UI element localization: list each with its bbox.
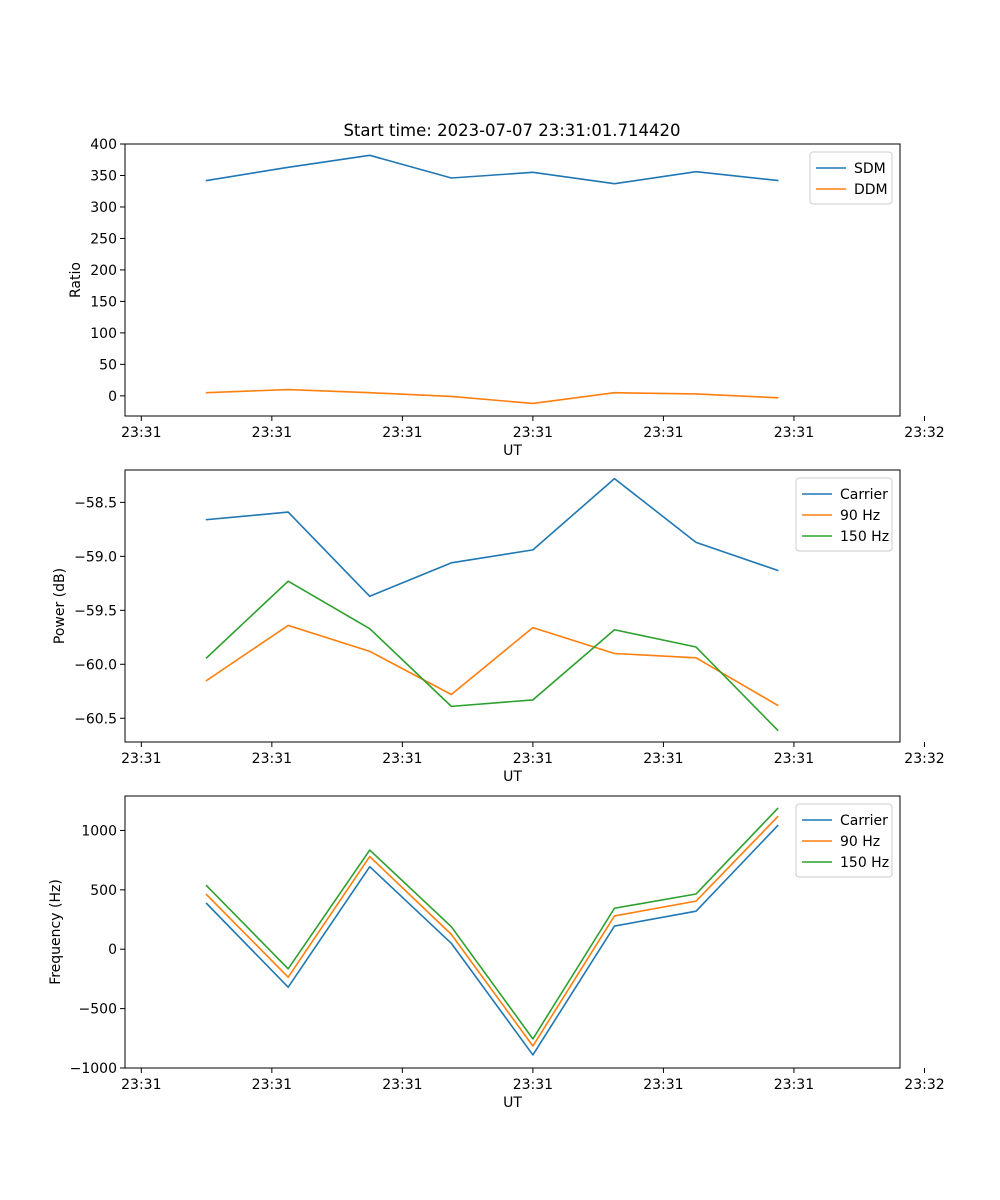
- x-tick-label: 23:31: [382, 751, 422, 767]
- x-tick-label: 23:31: [513, 425, 553, 441]
- legend-entry: 150 Hz: [840, 855, 889, 871]
- y-tick-label: 0: [108, 389, 117, 405]
- y-tick-label: −1000: [70, 1061, 117, 1077]
- y-tick-label: 250: [90, 231, 117, 247]
- legend-box: [795, 803, 893, 878]
- legend-box: [809, 151, 893, 205]
- y-tick-label: 200: [90, 263, 117, 279]
- x-tick-label: 23:31: [513, 751, 553, 767]
- y-tick-label: −500: [79, 1002, 117, 1018]
- legend-entry: Carrier: [840, 813, 888, 829]
- x-tick-label: 23:32: [904, 1077, 944, 1093]
- legend: Carrier 90 Hz 150 Hz: [795, 803, 893, 878]
- legend: SDM DDM: [809, 151, 893, 205]
- y-tick-label: 500: [90, 883, 117, 899]
- y-tick-label: 150: [90, 294, 117, 310]
- y-axis-label: Ratio: [68, 262, 84, 298]
- x-tick-label: 23:31: [513, 1077, 553, 1093]
- y-tick-label: 1000: [81, 823, 117, 839]
- series-line-150-hz: [205, 807, 779, 1040]
- y-tick-label: −59.0: [74, 549, 117, 565]
- y-axis-label: Power (dB): [52, 568, 68, 644]
- y-tick-label: 100: [90, 326, 117, 342]
- x-tick-label: 23:32: [904, 425, 944, 441]
- series-line-sdm: [205, 154, 779, 185]
- legend-entry: 90 Hz: [840, 508, 880, 524]
- y-tick-label: 400: [90, 137, 117, 153]
- y-tick-label: −60.5: [74, 711, 117, 727]
- y-tick-label: −59.5: [74, 603, 117, 619]
- series-line-ddm: [205, 388, 779, 405]
- x-tick-label: 23:31: [252, 425, 292, 441]
- x-axis-label: UT: [503, 769, 522, 785]
- x-tick-label: 23:31: [643, 1077, 683, 1093]
- series-line-90-hz: [205, 624, 779, 707]
- y-axis-label: Frequency (Hz): [48, 879, 64, 985]
- y-tick-label: 0: [108, 942, 117, 958]
- x-tick-label: 23:31: [121, 751, 161, 767]
- axes-frame: [124, 795, 901, 1069]
- x-tick-label: 23:32: [904, 751, 944, 767]
- x-tick-label: 23:31: [643, 425, 683, 441]
- y-tick-label: −60.0: [74, 657, 117, 673]
- chart-title: Start time: 2023-07-07 23:31:01.714420: [343, 121, 680, 140]
- x-tick-label: 23:31: [382, 425, 422, 441]
- y-tick-label: −58.5: [74, 495, 117, 511]
- x-tick-label: 23:31: [121, 425, 161, 441]
- series-line-carrier: [205, 824, 779, 1056]
- plots: 23:31 23:31 23:31 23:31 23:31 23:31 23:32 0 50 10…: [48, 137, 945, 1111]
- series-line-150-hz: [205, 580, 779, 732]
- series-line-carrier: [205, 477, 779, 598]
- y-tick-label: 50: [99, 357, 117, 373]
- x-axis-label: UT: [503, 1095, 522, 1111]
- y-tick-label: 300: [90, 200, 117, 216]
- legend-box: [795, 477, 893, 552]
- series-line-90-hz: [205, 815, 779, 1047]
- x-tick-label: 23:31: [382, 1077, 422, 1093]
- x-tick-label: 23:31: [252, 1077, 292, 1093]
- y-tick-label: 350: [90, 168, 117, 184]
- subplot-3: 23:31 23:31 23:31 23:31 23:31 23:31 23:32 1000 5…: [48, 795, 945, 1111]
- legend-entry: Carrier: [840, 487, 888, 503]
- legend-entry: DDM: [854, 182, 888, 198]
- subplot-1: 23:31 23:31 23:31 23:31 23:31 23:31 23:32 0 50 10…: [68, 137, 945, 459]
- x-tick-label: 23:31: [252, 751, 292, 767]
- legend-entry: 150 Hz: [840, 529, 889, 545]
- axes-frame: [124, 143, 901, 417]
- x-tick-label: 23:31: [774, 751, 814, 767]
- x-tick-label: 23:31: [643, 751, 683, 767]
- x-axis-label: UT: [503, 443, 522, 459]
- legend-entry: SDM: [854, 161, 886, 177]
- axes-frame: [124, 469, 901, 743]
- x-tick-label: 23:31: [774, 1077, 814, 1093]
- legend: Carrier 90 Hz 150 Hz: [795, 477, 893, 552]
- x-tick-label: 23:31: [774, 425, 814, 441]
- x-tick-label: 23:31: [121, 1077, 161, 1093]
- legend-entry: 90 Hz: [840, 834, 880, 850]
- subplot-2: 23:31 23:31 23:31 23:31 23:31 23:31 23:32 −58.5…: [52, 469, 945, 785]
